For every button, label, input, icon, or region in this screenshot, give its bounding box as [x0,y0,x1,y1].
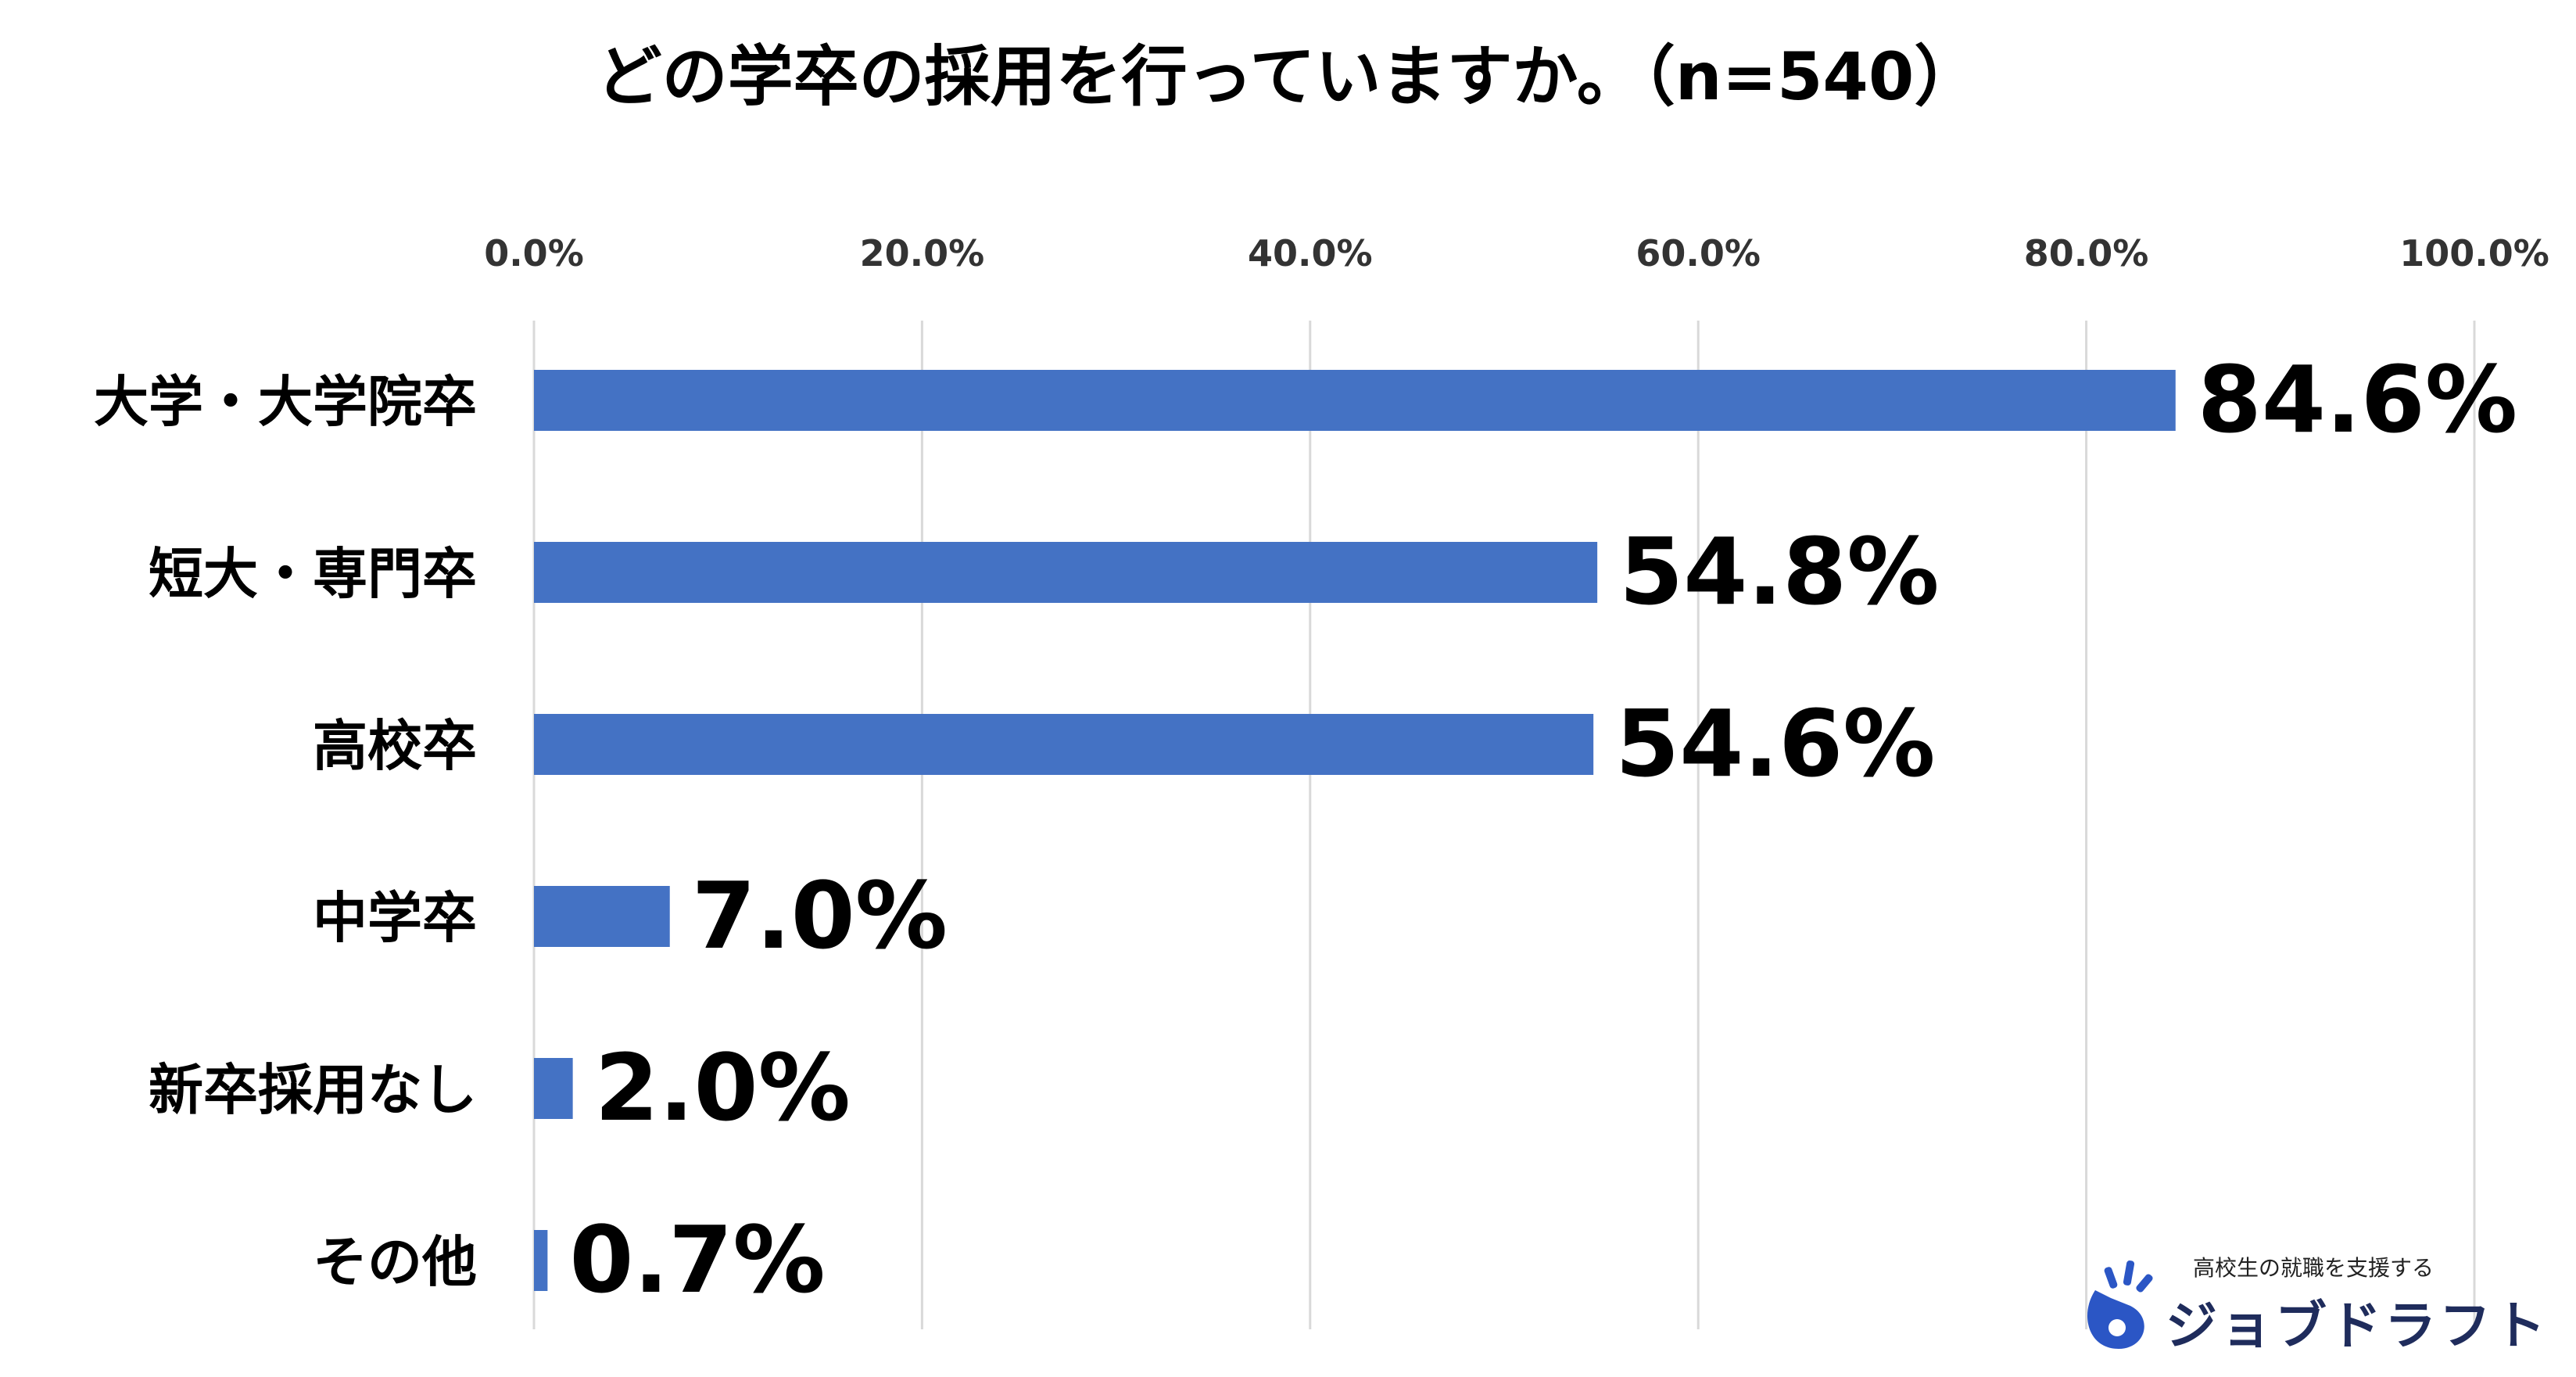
bar [534,542,1598,603]
category-label: その他 [313,1230,477,1294]
category-label: 大学・大学院卒 [94,370,477,434]
bar [534,714,1594,775]
brand-logo: 高校生の就職を支援する ジョブドラフト [2064,1243,2546,1368]
x-tick-label: 100.0% [2399,232,2549,274]
bar [534,370,2176,431]
data-label: 7.0% [692,862,948,970]
category-label: 中学卒 [313,886,477,950]
bar [534,886,670,947]
bar [534,1058,573,1119]
data-label: 84.6% [2198,346,2517,454]
chart-title: どの学卒の採用を行っていますか。（n=540） [596,38,1980,115]
jobdraft-logo-icon [2087,1260,2153,1349]
brand-name: ジョブドラフト [2166,1296,2549,1356]
data-label: 2.0% [595,1034,851,1142]
x-tick-label: 40.0% [1248,232,1373,274]
category-label: 新卒採用なし [149,1058,477,1122]
category-label: 高校卒 [313,714,477,778]
x-tick-label: 0.0% [484,232,584,274]
data-label: 0.7% [569,1206,825,1314]
x-tick-label: 20.0% [860,232,985,274]
data-label: 54.6% [1615,690,1935,798]
data-label: 54.8% [1619,518,1939,626]
brand-tagline: 高校生の就職を支援する [2193,1255,2434,1281]
x-tick-label: 60.0% [1636,232,1761,274]
bar [534,1230,548,1291]
x-tick-label: 80.0% [2024,232,2149,274]
category-label: 短大・専門卒 [149,542,477,606]
